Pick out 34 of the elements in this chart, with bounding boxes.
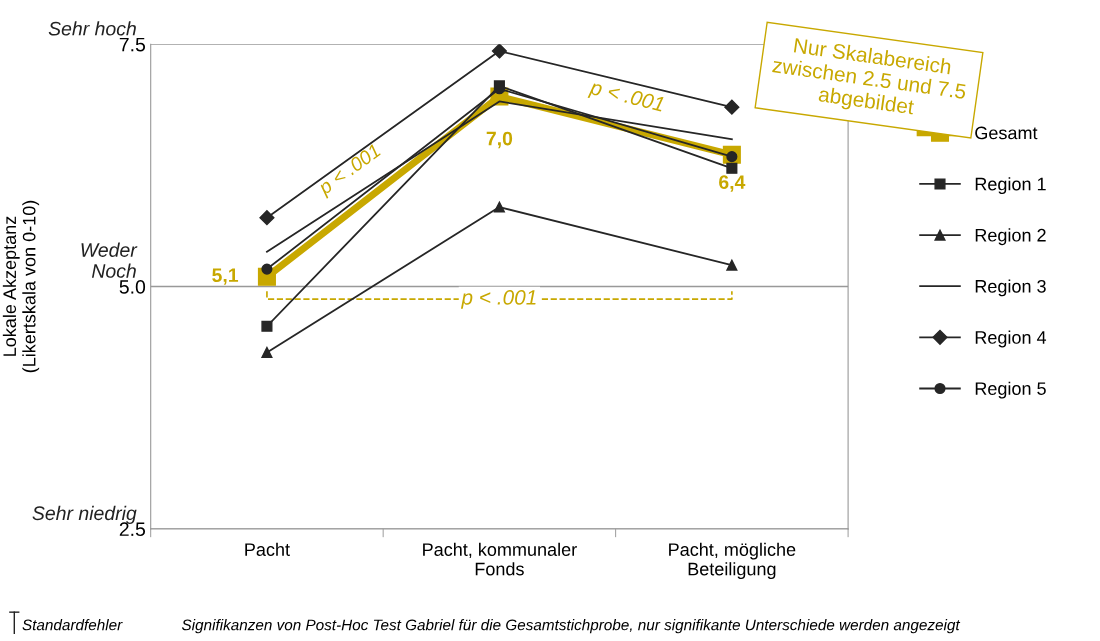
- point: [726, 259, 738, 271]
- y-tick-label: 2.5: [119, 522, 146, 537]
- annotation: p < .001: [460, 289, 536, 309]
- y-tick-label: 7.5: [119, 37, 146, 52]
- text: Sehr niedrig: [32, 505, 137, 524]
- text: Weder Noch: [81, 242, 138, 278]
- point: [261, 320, 273, 332]
- point: [726, 162, 738, 174]
- data-label: 7,0: [486, 131, 513, 149]
- point: [724, 99, 740, 115]
- y-tick-label: 5.0: [119, 279, 146, 294]
- data-label: 5,1: [212, 268, 239, 285]
- point: [261, 346, 273, 358]
- x-tick-label: Pacht, kommunaler Fonds: [423, 542, 577, 576]
- legend-label: Gesamt: [975, 126, 1038, 140]
- text: Sehr hoch: [48, 21, 136, 36]
- annotation: Nur Skalabereich zwischen 2.5 und 7.5 abgebildet: [772, 37, 967, 119]
- x-tick-label: Pacht: [245, 542, 290, 556]
- annotation: p < .001: [316, 143, 384, 199]
- point: [491, 44, 507, 59]
- legend-label: Region 5: [975, 381, 1046, 399]
- legend-label: Region 4: [975, 330, 1047, 348]
- x-tick-label: Pacht, mögliche Beteiligung: [669, 542, 796, 579]
- legend-label: Region 1: [975, 177, 1046, 195]
- point: [493, 201, 505, 213]
- legend-label: Region 3: [975, 279, 1046, 297]
- point: [259, 210, 275, 226]
- legend-label: Region 2: [975, 228, 1046, 246]
- data-label: 6,4: [719, 175, 746, 192]
- annotation: p < .001: [587, 79, 665, 116]
- text: Signifikanzen von Post-Hoc Test Gabriel für die Gesamtstichprobe, nur signifikante Unterschiede werden angezeigt: [181, 619, 961, 634]
- point: [261, 263, 273, 275]
- y-axis-title: Lokale Akzeptanz (Likertskala von 0-10): [2, 200, 40, 373]
- text: Standardfehler: [22, 619, 123, 631]
